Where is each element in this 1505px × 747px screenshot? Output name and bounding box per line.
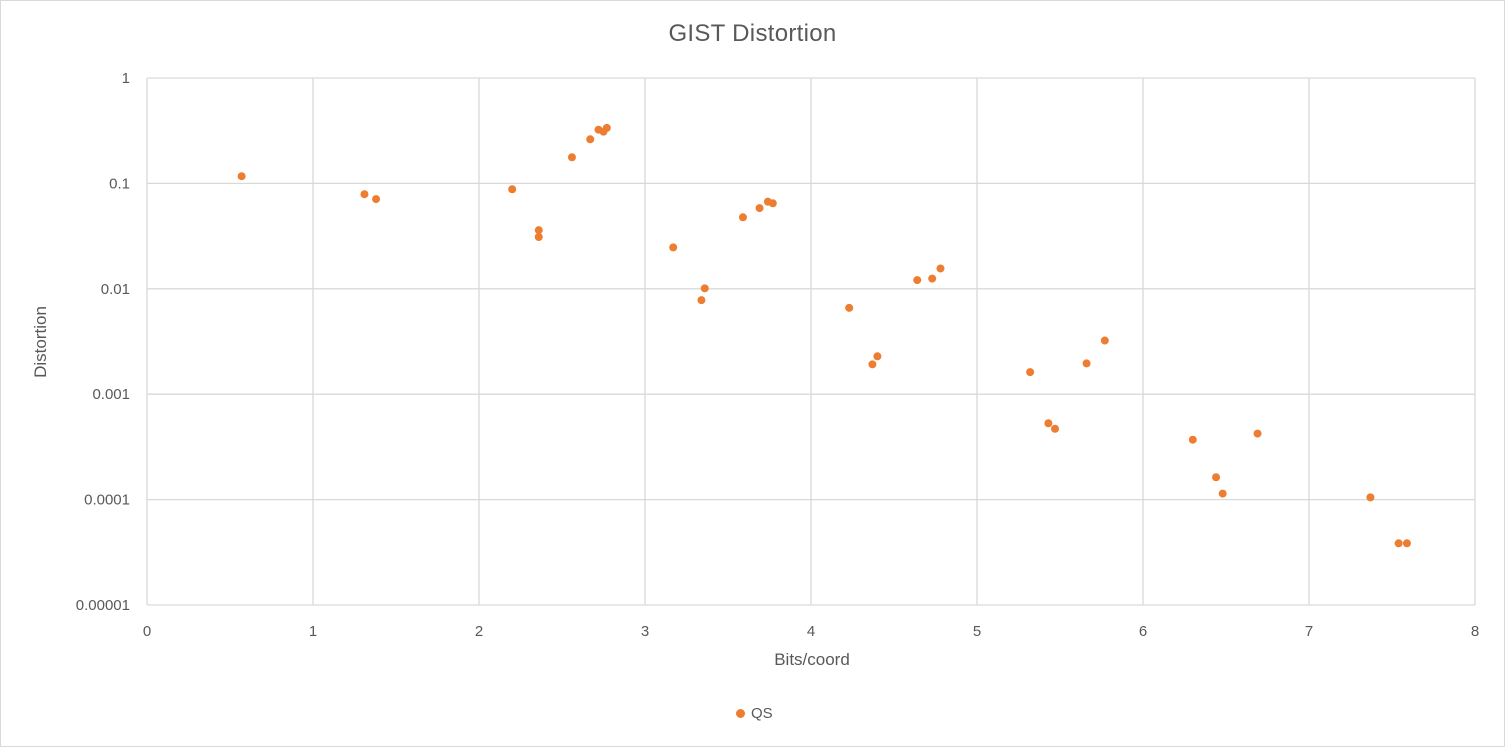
data-point-qs xyxy=(534,233,543,242)
x-tick-label: 1 xyxy=(309,623,317,640)
x-tick-label: 4 xyxy=(807,623,815,640)
x-tick-label: 0 xyxy=(143,623,151,640)
data-point-qs xyxy=(697,296,706,305)
data-point-qs xyxy=(1253,429,1262,438)
data-point-qs xyxy=(913,276,922,285)
y-tick-label: 1 xyxy=(122,70,130,87)
data-point-qs xyxy=(534,226,543,235)
data-point-qs xyxy=(928,274,937,283)
data-point-qs xyxy=(1082,359,1091,368)
legend-marker-qs xyxy=(736,709,745,718)
data-point-qs xyxy=(738,213,747,222)
data-point-qs xyxy=(755,204,764,213)
x-tick-label: 8 xyxy=(1471,623,1479,640)
data-point-qs xyxy=(669,243,678,252)
data-point-qs xyxy=(237,172,246,181)
y-tick-label: 0.00001 xyxy=(76,597,130,614)
legend: QS xyxy=(736,705,773,722)
data-point-qs xyxy=(1044,419,1053,428)
x-tick-label: 5 xyxy=(973,623,981,640)
y-tick-label: 0.1 xyxy=(109,175,130,192)
data-point-qs xyxy=(868,360,877,369)
data-point-qs xyxy=(845,303,854,312)
data-point-qs xyxy=(1394,539,1403,548)
x-tick-label: 2 xyxy=(475,623,483,640)
data-point-qs xyxy=(372,195,381,204)
data-point-qs xyxy=(768,199,777,208)
data-point-qs xyxy=(1366,493,1375,502)
data-point-qs xyxy=(1100,336,1109,345)
y-tick-label: 0.0001 xyxy=(84,492,130,509)
data-point-qs xyxy=(936,264,945,273)
y-tick-label: 0.01 xyxy=(101,281,130,298)
data-point-qs xyxy=(508,185,517,194)
x-tick-label: 7 xyxy=(1305,623,1313,640)
data-point-qs xyxy=(1051,424,1060,433)
data-point-qs xyxy=(360,190,369,199)
data-point-qs xyxy=(1026,368,1035,377)
data-point-qs xyxy=(700,284,709,293)
data-point-qs xyxy=(567,153,576,162)
data-point-qs xyxy=(873,352,882,361)
data-point-qs xyxy=(1212,473,1221,482)
legend-label-qs: QS xyxy=(751,705,773,722)
data-point-qs xyxy=(1402,539,1411,548)
data-point-qs xyxy=(602,123,611,132)
x-axis-label: Bits/coord xyxy=(774,650,850,669)
data-point-qs xyxy=(586,135,595,144)
x-tick-label: 3 xyxy=(641,623,649,640)
data-point-qs xyxy=(1188,435,1197,444)
x-tick-label: 6 xyxy=(1139,623,1147,640)
data-point-qs xyxy=(1218,489,1227,498)
chart-title: GIST Distortion xyxy=(668,20,837,47)
y-tick-label: 0.001 xyxy=(92,386,130,403)
